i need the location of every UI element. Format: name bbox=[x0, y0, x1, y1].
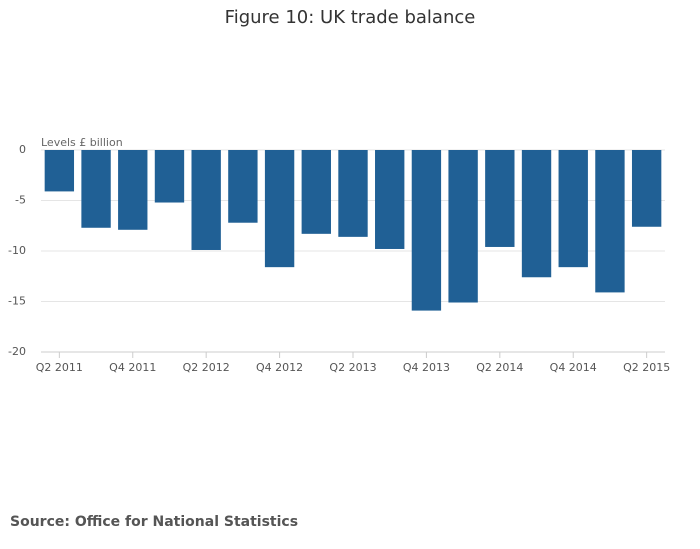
bar bbox=[264, 150, 295, 268]
y-tick-label: -5 bbox=[15, 194, 26, 207]
bar bbox=[631, 150, 662, 227]
x-tick-label: Q2 2015 bbox=[623, 361, 670, 374]
x-tick-label: Q2 2014 bbox=[476, 361, 523, 374]
y-tick-label: -15 bbox=[8, 295, 26, 308]
y-tick-label: 0 bbox=[19, 143, 26, 156]
source-note: Source: Office for National Statistics bbox=[10, 514, 298, 530]
x-tick-label: Q4 2012 bbox=[256, 361, 303, 374]
x-tick-label: Q2 2011 bbox=[36, 361, 83, 374]
y-tick-label: -10 bbox=[8, 244, 26, 257]
bar bbox=[118, 150, 148, 230]
bar bbox=[338, 150, 368, 237]
bar bbox=[595, 150, 625, 293]
x-tick-label: Q4 2011 bbox=[109, 361, 156, 374]
x-tick-label: Q2 2013 bbox=[329, 361, 376, 374]
bar bbox=[44, 150, 75, 192]
x-tick-label: Q4 2013 bbox=[403, 361, 450, 374]
bar bbox=[448, 150, 478, 303]
bar bbox=[301, 150, 331, 234]
bar bbox=[81, 150, 111, 228]
y-axis-label: Levels £ billion bbox=[41, 136, 123, 149]
bar bbox=[411, 150, 442, 311]
y-tick-label: -20 bbox=[8, 345, 26, 358]
bar bbox=[191, 150, 221, 250]
bar bbox=[485, 150, 515, 247]
bar bbox=[558, 150, 588, 268]
bar bbox=[521, 150, 552, 278]
chart-title: Figure 10: UK trade balance bbox=[225, 7, 476, 28]
bar bbox=[154, 150, 185, 203]
x-tick-label: Q2 2012 bbox=[183, 361, 230, 374]
bar bbox=[228, 150, 258, 223]
bar bbox=[375, 150, 405, 249]
x-tick-label: Q4 2014 bbox=[550, 361, 597, 374]
